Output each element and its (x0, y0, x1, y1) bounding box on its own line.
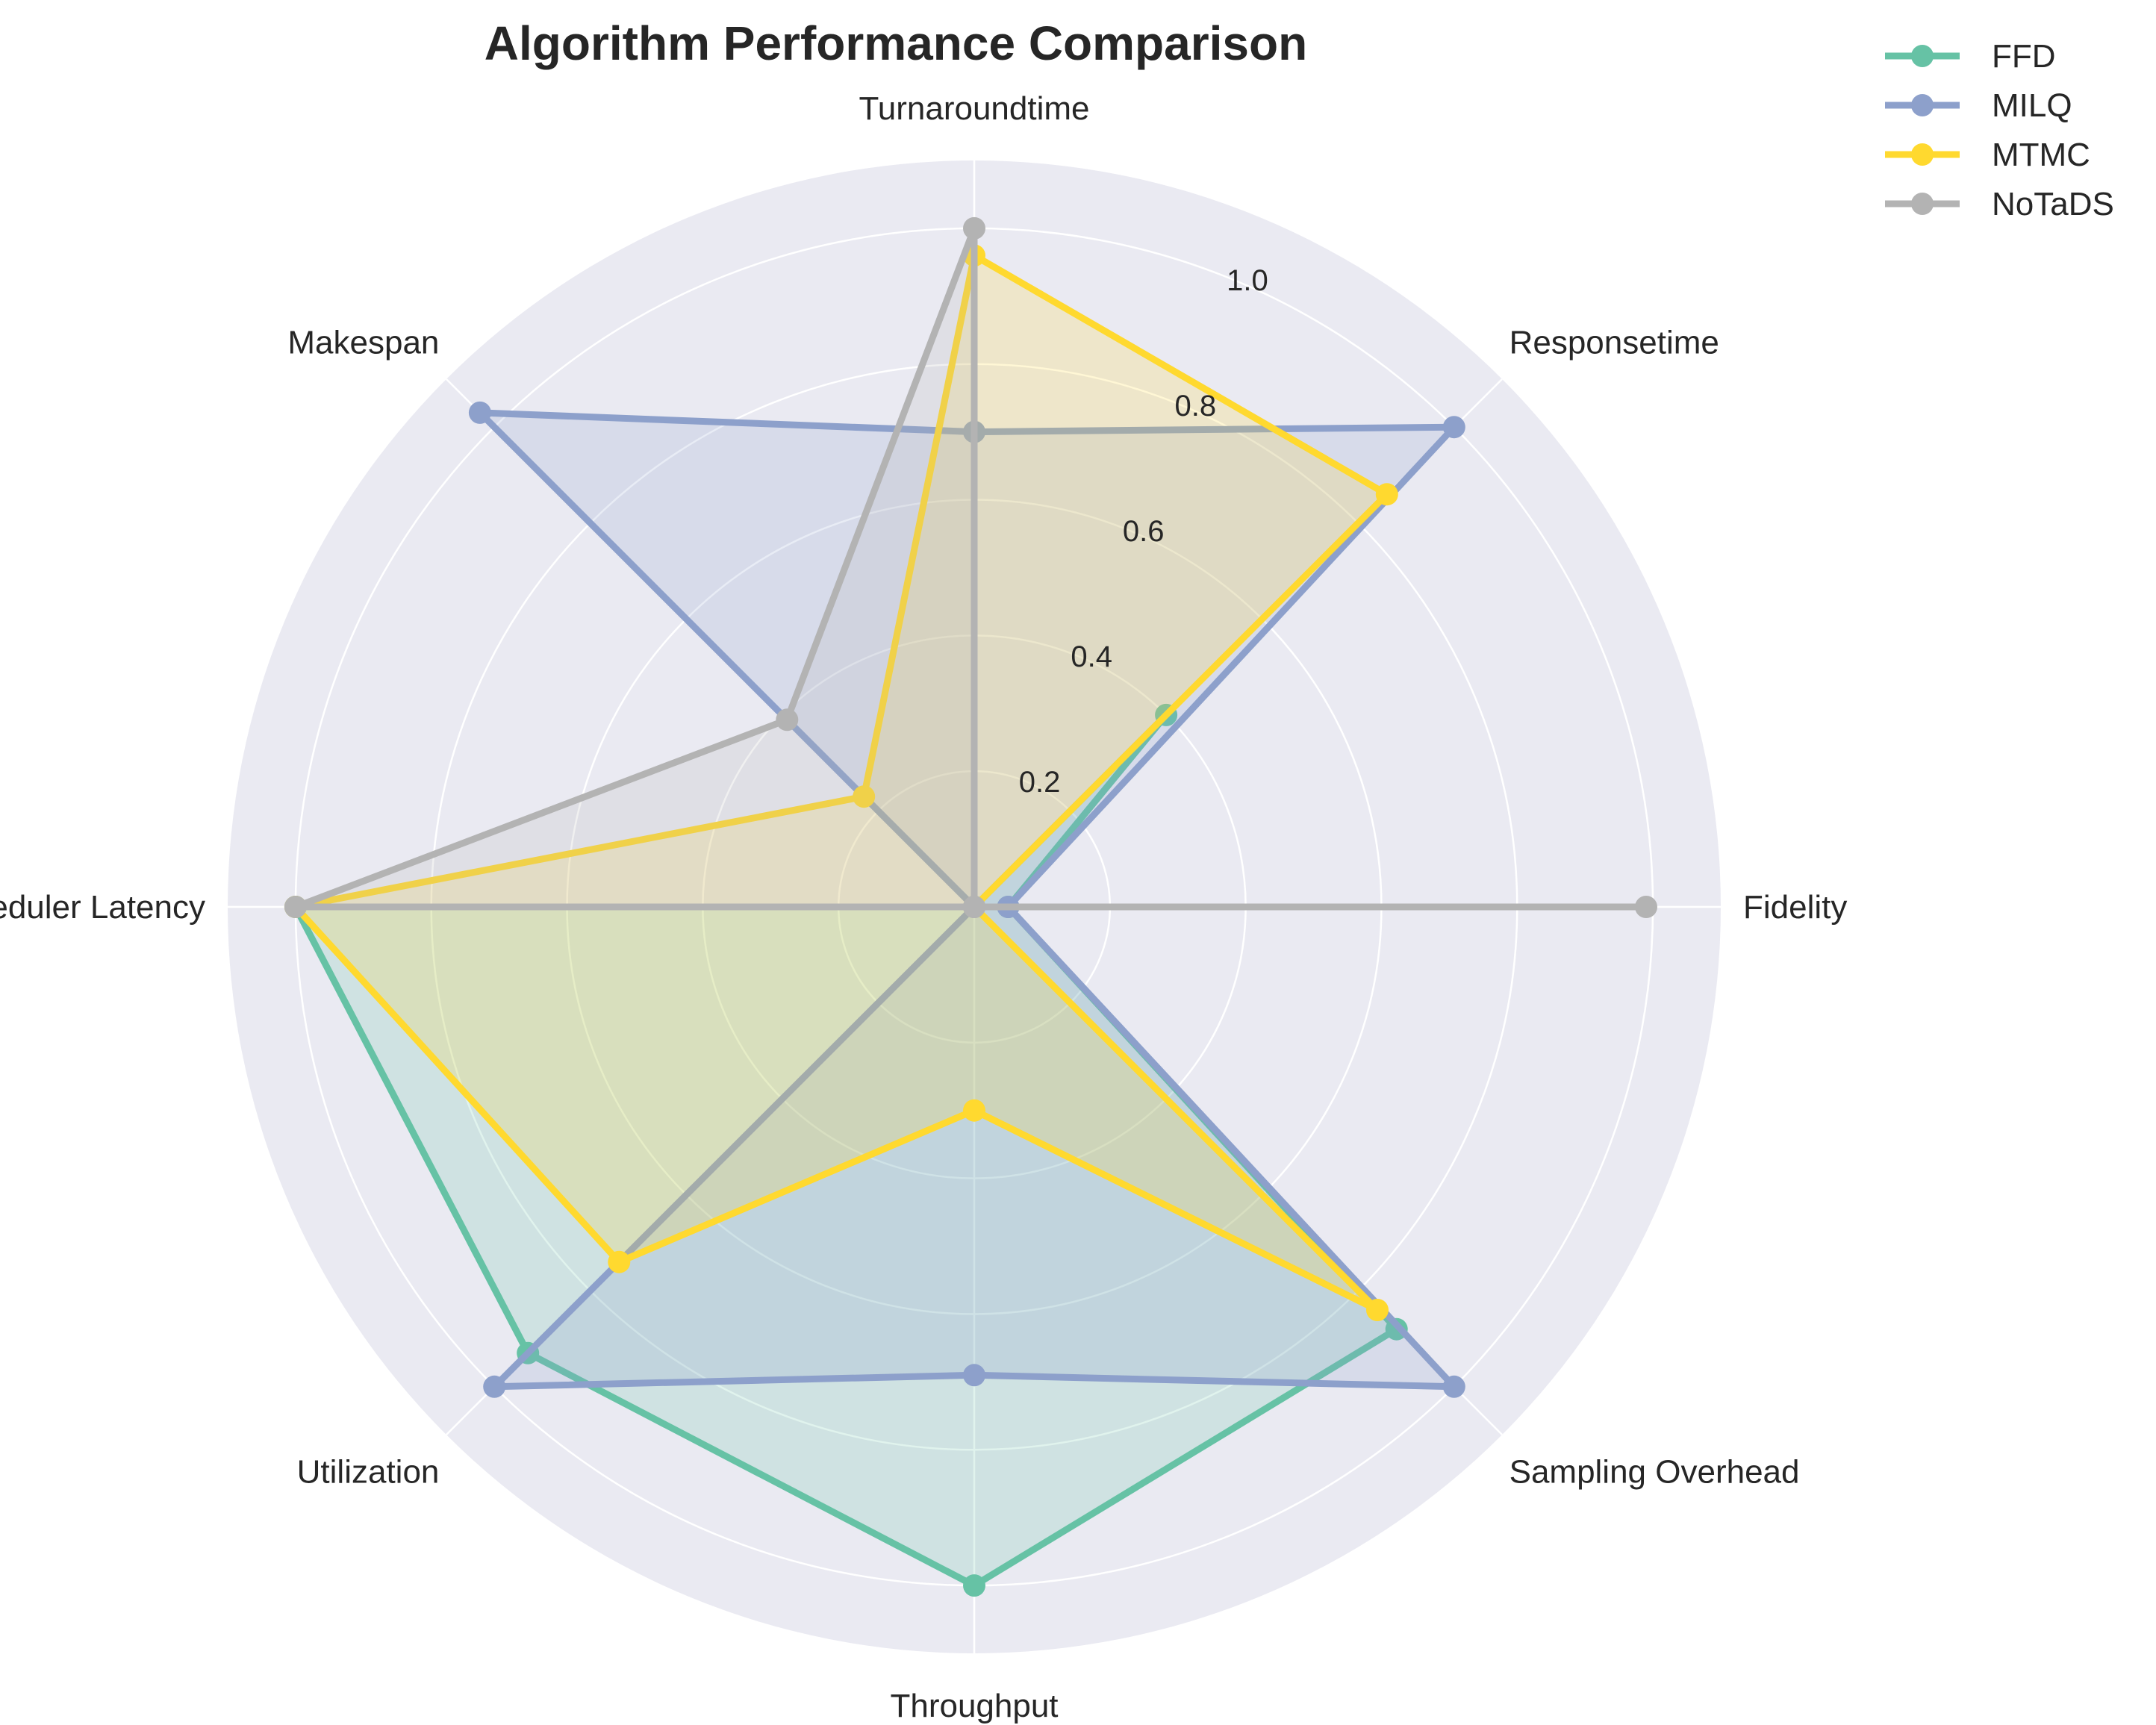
point-notads-6 (963, 896, 985, 918)
series-fill-mtmc (295, 255, 1387, 1310)
point-mtmc-4 (1366, 1299, 1389, 1321)
radial-tick-labels: 0.2 0.4 0.6 0.8 1.0 (1019, 264, 1268, 799)
axis-label-7: Scheduler Latency (0, 889, 205, 926)
rtick-label-4: 0.8 (1174, 390, 1216, 422)
axis-label-6: Utilization (297, 1454, 440, 1491)
rtick-label-5: 1.0 (1227, 264, 1268, 297)
axis-label-5: Throughput (890, 1688, 1058, 1724)
legend-label: FFD (1992, 38, 2056, 75)
point-mtmc-5 (963, 1099, 985, 1122)
series-line-ffd (292, 711, 1401, 1589)
point-milq-4 (1442, 1375, 1465, 1398)
rtick-label-3: 0.6 (1123, 515, 1165, 548)
series-fill-ffd (295, 714, 1397, 1586)
legend-marker (1911, 143, 1934, 166)
axis-label-8: Makespan (287, 324, 439, 361)
point-milq-2 (1442, 416, 1465, 439)
legend-entry-ffd: FFD (1885, 38, 2056, 75)
legend-marker (1911, 193, 1934, 215)
legend-entry-notads: NoTaDS (1885, 186, 2114, 222)
point-milq-8 (468, 401, 491, 424)
legend-entry-milq: MILQ (1885, 87, 2072, 124)
point-milq-5 (963, 1364, 985, 1387)
legend-marker (1911, 45, 1934, 67)
chart-title: Algorithm Performance Comparison (485, 16, 1307, 70)
series-fill-notads (295, 228, 1646, 907)
rtick-label-2: 0.4 (1071, 640, 1112, 673)
legend-marker (1911, 94, 1934, 116)
point-notads-8 (776, 708, 799, 732)
axis-label-3: Fidelity (1743, 889, 1847, 926)
axis-label-1: Turnaroundtime (859, 90, 1090, 127)
legend-label: MILQ (1992, 87, 2072, 124)
axis-label-4: Sampling Overhead (1509, 1454, 1800, 1491)
point-notads-7 (284, 896, 307, 918)
point-mtmc-6 (608, 1250, 631, 1273)
point-mtmc-8 (853, 785, 876, 808)
legend-label: MTMC (1992, 137, 2090, 173)
rtick-label-1: 0.2 (1019, 766, 1061, 799)
series-layer (284, 216, 1657, 1597)
series-notads (284, 216, 1657, 918)
point-notads-3 (1635, 896, 1657, 918)
point-milq-6 (483, 1375, 506, 1398)
legend: FFD MILQ MTMC NoTaDS (1885, 38, 2114, 222)
point-notads-1 (963, 216, 985, 240)
legend-label: NoTaDS (1992, 186, 2114, 222)
axis-labels: Turnaroundtime Responsetime Fidelity Sampli… (0, 90, 1847, 1724)
point-mtmc-2 (1375, 483, 1398, 506)
axis-label-2: Responsetime (1509, 324, 1719, 361)
point-ffd-5 (963, 1574, 985, 1597)
legend-entry-mtmc: MTMC (1885, 137, 2090, 173)
